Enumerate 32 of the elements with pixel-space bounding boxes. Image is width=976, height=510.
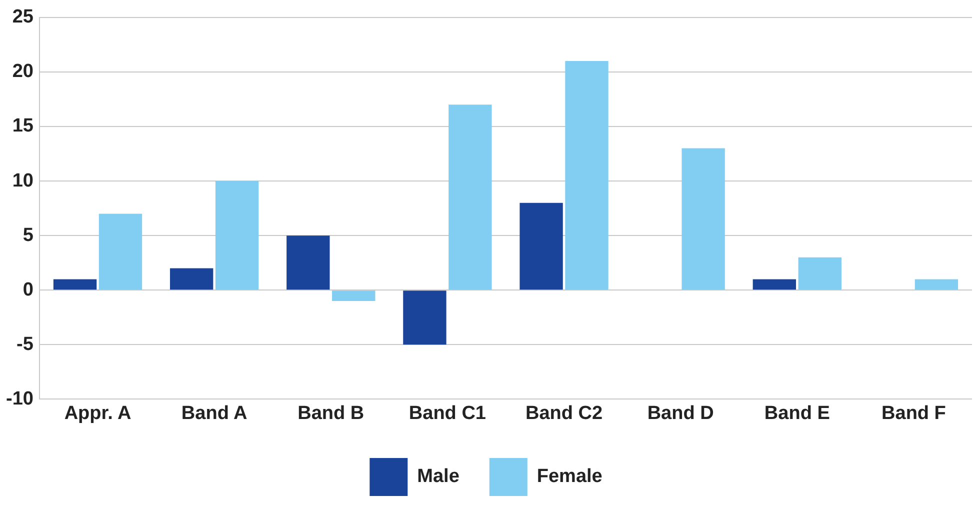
bar xyxy=(752,279,796,290)
legend-label: Female xyxy=(536,466,602,488)
bar xyxy=(332,290,376,302)
bar xyxy=(170,268,214,290)
bar xyxy=(914,279,958,290)
x-tick-label: Band A xyxy=(181,402,248,424)
y-tick-label: 10 xyxy=(12,170,34,192)
y-tick-label: 20 xyxy=(12,61,34,82)
x-tick-label: Band D xyxy=(647,402,714,424)
y-tick-label: 0 xyxy=(22,279,34,300)
y-tick-label: 5 xyxy=(22,224,34,246)
legend-label: Male xyxy=(417,466,460,488)
y-tick-label: -10 xyxy=(6,388,34,410)
y-tick-label: 15 xyxy=(12,116,34,137)
x-tick-label: Appr. A xyxy=(64,402,132,424)
bar xyxy=(565,61,608,290)
bar xyxy=(215,181,259,290)
x-tick-label: Band E xyxy=(764,402,830,424)
x-tick-label: Band B xyxy=(298,402,364,424)
bar xyxy=(682,148,725,290)
x-tick-label: Band C1 xyxy=(408,402,486,424)
bar xyxy=(53,279,97,290)
x-tick-label: Band F xyxy=(882,402,946,424)
y-tick-label: 25 xyxy=(12,6,34,28)
bar xyxy=(520,202,563,290)
bar xyxy=(403,290,446,345)
y-tick-label: -5 xyxy=(16,334,34,355)
bar xyxy=(98,214,142,290)
bar xyxy=(448,104,492,290)
x-tick-label: Band C2 xyxy=(525,402,603,424)
bar xyxy=(798,257,842,290)
bar xyxy=(286,236,330,290)
